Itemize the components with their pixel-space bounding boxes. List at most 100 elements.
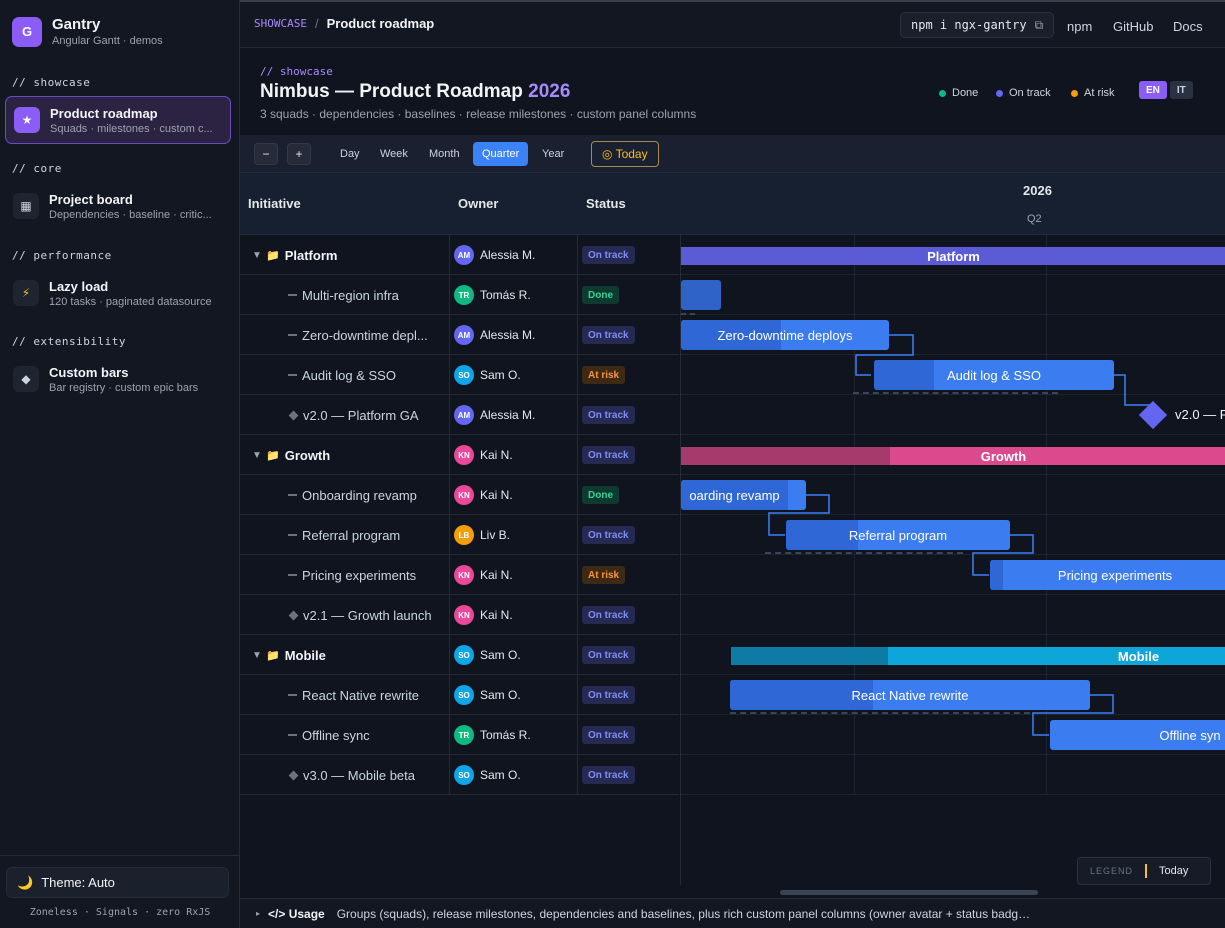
github-link[interactable]: GitHub (1113, 19, 1154, 34)
docs-link[interactable]: Docs (1173, 19, 1203, 34)
scale-year-button[interactable]: Year (542, 148, 565, 160)
brand[interactable]: G Gantry Angular Gantt · demos (12, 16, 163, 47)
column-owner[interactable]: Owner (458, 196, 499, 211)
timeline-year: 2026 (1023, 183, 1052, 198)
task-dash-icon (288, 574, 297, 576)
nav-section-extensibility: // extensibility (12, 335, 126, 348)
install-command[interactable]: npm i ngx-gantry ⧉ (900, 12, 1055, 38)
group-row[interactable]: ▼ 📁 Mobile SO Sam O. On track (240, 635, 679, 675)
lang-en-button[interactable]: EN (1139, 81, 1167, 99)
group-progress (731, 647, 888, 665)
timeline-row (681, 315, 1225, 355)
bar-label: Audit log & SSO (947, 367, 1041, 383)
scale-week-button[interactable]: Week (380, 148, 408, 160)
nav-section-showcase: // showcase (12, 76, 91, 89)
status-badge: On track (582, 406, 635, 424)
theme-label: Theme: Auto (41, 875, 115, 890)
timeline-header: 2026 Q2 (680, 173, 1225, 235)
initiative-name: Pricing experiments (302, 567, 417, 583)
copy-icon[interactable]: ⧉ (1034, 17, 1044, 32)
cell-status: On track (578, 315, 678, 355)
task-row[interactable]: Audit log & SSO SO Sam O. At risk (240, 355, 679, 395)
zoom-out-button[interactable]: − (254, 143, 278, 165)
collapse-caret-icon[interactable]: ▼ (252, 249, 262, 261)
group-bar-growth[interactable]: Growth (681, 447, 1225, 465)
bar-react-native-rewrite[interactable]: React Native rewrite (730, 680, 1090, 710)
today-button[interactable]: ◎ Today (591, 141, 659, 167)
scale-day-button[interactable]: Day (340, 148, 360, 160)
grid-header: Initiative Owner Status (240, 173, 680, 235)
bar-progress (990, 560, 1003, 590)
bar-referral-program[interactable]: Referral program (786, 520, 1010, 550)
cell-status: On track (578, 675, 678, 715)
nav-item-desc: Dependencies · baseline · critic... (49, 208, 212, 221)
milestone-diamond-icon (288, 610, 299, 620)
initiative-name: Multi-region infra (302, 287, 399, 303)
task-row[interactable]: Referral program LB Liv B. On track (240, 515, 679, 555)
dependency-line (1032, 694, 1114, 736)
column-status[interactable]: Status (586, 196, 626, 211)
task-row[interactable]: Multi-region infra TR Tomás R. Done (240, 275, 679, 315)
scale-quarter-button[interactable]: Quarter (473, 142, 529, 166)
task-row[interactable]: React Native rewrite SO Sam O. On track (240, 675, 679, 715)
task-row[interactable]: Zero-downtime depl... AM Alessia M. On trac… (240, 315, 679, 355)
group-bar-mobile[interactable]: Mobile (731, 647, 1225, 665)
cell-status: On track (578, 235, 678, 275)
breadcrumb-section[interactable]: SHOWCASE (254, 17, 307, 30)
group-row[interactable]: ▼ 📁 Platform AM Alessia M. On track (240, 235, 679, 275)
lang-it-button[interactable]: IT (1169, 81, 1193, 99)
gantt-toolbar: − + Day Week Month Quarter Year ◎ Today (240, 135, 1225, 173)
timeline-row (681, 635, 1225, 675)
usage-title: </> Usage (268, 906, 325, 921)
cell-initiative: ▼ 📁 Growth (240, 435, 450, 475)
zoom-in-button[interactable]: + (287, 143, 311, 165)
nav-item-custom-bars[interactable]: ◆ Custom bars Bar registry · custom epic … (5, 355, 231, 403)
horizontal-scrollbar[interactable] (680, 887, 1225, 897)
owner-name: Liv B. (480, 528, 511, 542)
task-row[interactable]: Onboarding revamp KN Kai N. Done (240, 475, 679, 515)
page-header: // showcase Nimbus — Product Roadmap 202… (240, 49, 1225, 135)
bar-onboarding-revamp[interactable]: oarding revamp (681, 480, 806, 510)
cell-initiative: v2.0 — Platform GA (240, 395, 450, 435)
collapse-caret-icon[interactable]: ▼ (252, 449, 262, 461)
bar-zero-downtime-deploys[interactable]: Zero-downtime deploys (681, 320, 889, 350)
task-row[interactable]: Offline sync TR Tomás R. On track (240, 715, 679, 755)
column-initiative[interactable]: Initiative (248, 196, 301, 211)
timeline-row (681, 755, 1225, 795)
owner-name: Alessia M. (480, 328, 536, 342)
avatar: SO (454, 365, 474, 385)
milestone-row[interactable]: v2.0 — Platform GA AM Alessia M. On track (240, 395, 679, 435)
cell-initiative: Offline sync (240, 715, 450, 755)
scale-month-button[interactable]: Month (429, 148, 460, 160)
nav-item-project-board[interactable]: ▦ Project board Dependencies · baseline ·… (5, 182, 231, 230)
cell-owner: SO Sam O. (450, 635, 578, 675)
usage-panel[interactable]: ▸ </> Usage Groups (squads), release mil… (240, 898, 1225, 928)
group-bar-platform[interactable]: Platform (681, 247, 1225, 265)
logo: G (12, 16, 42, 47)
collapse-caret-icon[interactable]: ▼ (252, 649, 262, 661)
timeline-body: Platform Zero-downtime deploys Audit log… (680, 235, 1225, 885)
bar-pricing-experiments[interactable]: Pricing experiments (990, 560, 1225, 590)
cell-initiative: v3.0 — Mobile beta (240, 755, 450, 795)
milestone-row[interactable]: v3.0 — Mobile beta SO Sam O. On track (240, 755, 679, 795)
theme-toggle-button[interactable]: 🌙 Theme: Auto (6, 867, 229, 898)
bar-offline-sync[interactable]: Offline syn (1050, 720, 1225, 750)
page-subtitle: 3 squads · dependencies · baselines · re… (260, 107, 697, 121)
nav-item-lazy-load[interactable]: ⚡ Lazy load 120 tasks · paginated datasou… (5, 269, 231, 317)
cell-initiative: ▼ 📁 Platform (240, 235, 450, 275)
group-row[interactable]: ▼ 📁 Growth KN Kai N. On track (240, 435, 679, 475)
task-row[interactable]: Pricing experiments KN Kai N. At risk (240, 555, 679, 595)
initiative-name: v2.1 — Growth launch (303, 607, 432, 623)
nav-item-product-roadmap[interactable]: ★ Product roadmap Squads · milestones · c… (5, 96, 231, 144)
task-dash-icon (288, 694, 297, 696)
owner-name: Alessia M. (480, 408, 536, 422)
group-progress (681, 447, 890, 465)
expand-chevron-icon[interactable]: ▸ (256, 909, 261, 918)
page-title-year: 2026 (528, 81, 571, 102)
cell-status: On track (578, 435, 678, 475)
npm-link[interactable]: npm (1067, 19, 1093, 34)
bar-multi-region-infra[interactable] (681, 280, 721, 310)
bar-audit-log-sso[interactable]: Audit log & SSO (874, 360, 1114, 390)
scrollbar-thumb[interactable] (780, 890, 1038, 895)
milestone-row[interactable]: v2.1 — Growth launch KN Kai N. On track (240, 595, 679, 635)
